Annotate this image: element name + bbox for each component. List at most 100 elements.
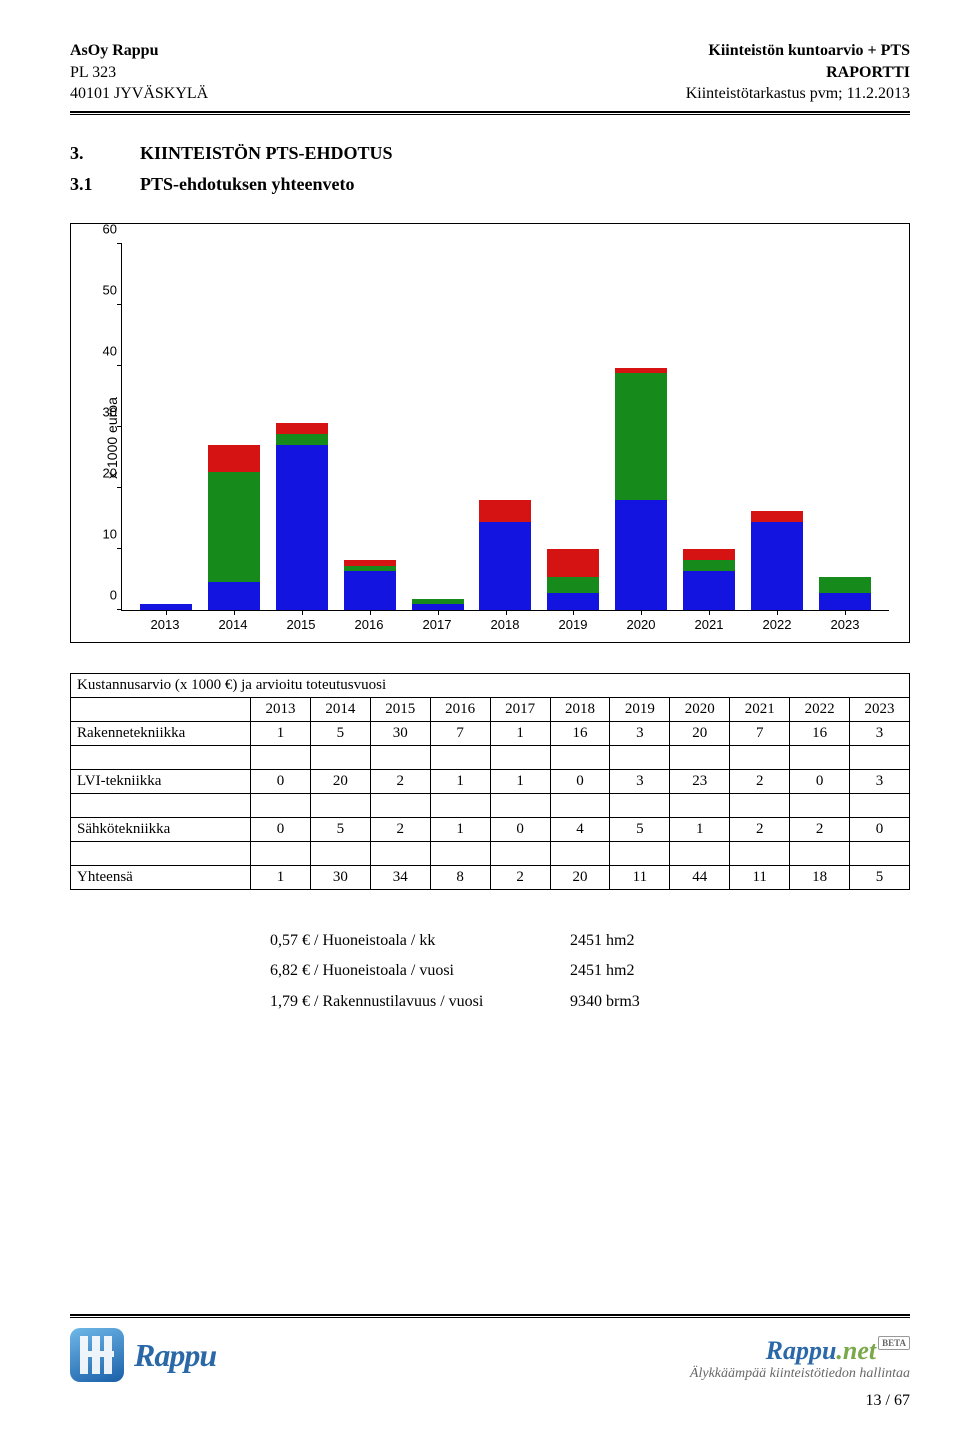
table-cell: 20 <box>550 865 610 889</box>
chart-bar-segment <box>683 549 735 560</box>
chart-ytick: 60 <box>87 221 117 236</box>
table-cell: 2 <box>790 817 850 841</box>
footer-tagline: Älykkäämpää kiinteistötiedon hallintaa <box>690 1366 910 1382</box>
logo-left: Rappu <box>70 1328 216 1382</box>
chart-y-axis: x 1000 euroa <box>81 244 121 632</box>
table-cell: 30 <box>310 865 370 889</box>
chart-bar <box>344 560 396 610</box>
summary-row: 0,57 € / Huoneistoala / kk2451 hm2 <box>270 926 910 956</box>
chart-bar <box>412 599 464 610</box>
table-cell: 1 <box>430 769 490 793</box>
section-title-text: KIINTEISTÖN PTS-EHDOTUS <box>140 143 393 164</box>
table-cell: 5 <box>610 817 670 841</box>
table-cell: 3 <box>850 769 910 793</box>
chart-bar-segment <box>479 500 531 522</box>
table-cell: 1 <box>251 721 311 745</box>
table-cell: 16 <box>550 721 610 745</box>
section-heading: 3. KIINTEISTÖN PTS-EHDOTUS <box>70 143 910 164</box>
table-row-label: Rakennetekniikka <box>71 721 251 745</box>
table-cell: 5 <box>310 817 370 841</box>
table-cell: 2 <box>490 865 550 889</box>
chart-bar <box>276 423 328 610</box>
table-cell: 0 <box>850 817 910 841</box>
chart-bar-segment <box>208 582 260 610</box>
table-cell: 0 <box>790 769 850 793</box>
table-cell: 0 <box>490 817 550 841</box>
chart-bar-segment <box>344 571 396 610</box>
chart-bar <box>683 549 735 610</box>
chart-xtick-label: 2023 <box>819 617 871 632</box>
chart-bar-segment <box>547 549 599 577</box>
chart-bar-segment <box>208 472 260 582</box>
header-right-2: RAPORTTI <box>686 62 910 84</box>
chart-bar <box>479 500 531 610</box>
table-cell: 0 <box>550 769 610 793</box>
table-header-blank <box>71 697 251 721</box>
table-cell: 44 <box>670 865 730 889</box>
table-cell: 2 <box>370 817 430 841</box>
table-column-header: 2015 <box>370 697 430 721</box>
chart-bar-segment <box>683 560 735 571</box>
table-cell: 16 <box>790 721 850 745</box>
chart-xtick-label: 2014 <box>207 617 259 632</box>
table-row-label: LVI-tekniikka <box>71 769 251 793</box>
table-cell: 34 <box>370 865 430 889</box>
table-cell: 2 <box>730 817 790 841</box>
table-row: LVI-tekniikka0202110323203 <box>71 769 910 793</box>
chart-bar-segment <box>819 593 871 610</box>
summary-value: 9340 brm3 <box>570 987 640 1017</box>
table-cell: 20 <box>670 721 730 745</box>
chart-bar-segment <box>751 511 803 522</box>
table-cell: 20 <box>310 769 370 793</box>
summary-row: 1,79 € / Rakennustilavuus / vuosi9340 br… <box>270 987 910 1017</box>
chart-xtick-label: 2021 <box>683 617 735 632</box>
chart-bar <box>547 549 599 610</box>
chart-xtick-label: 2016 <box>343 617 395 632</box>
beta-badge: BETA <box>878 1336 910 1350</box>
chart-xtick-label: 2018 <box>479 617 531 632</box>
chart-bar <box>819 577 871 610</box>
table-cell: 5 <box>310 721 370 745</box>
cost-table: Kustannusarvio (x 1000 €) ja arvioitu to… <box>70 673 910 890</box>
table-row: Sähkötekniikka05210451220 <box>71 817 910 841</box>
header-right-3: Kiinteistötarkastus pvm; 11.2.2013 <box>686 83 910 105</box>
summary-row: 6,82 € / Huoneistoala / vuosi2451 hm2 <box>270 956 910 986</box>
table-cell: 5 <box>850 865 910 889</box>
summary-label: 1,79 € / Rakennustilavuus / vuosi <box>270 987 570 1017</box>
summary-block: 0,57 € / Huoneistoala / kk2451 hm26,82 €… <box>270 926 910 1017</box>
table-row: Yhteensä130348220114411185 <box>71 865 910 889</box>
table-cell: 11 <box>730 865 790 889</box>
table-row-label: Yhteensä <box>71 865 251 889</box>
chart-bar-segment <box>208 445 260 473</box>
table-cell: 1 <box>430 817 490 841</box>
subsection-number: 3.1 <box>70 174 110 195</box>
table-cell: 1 <box>490 721 550 745</box>
table-column-header: 2019 <box>610 697 670 721</box>
chart-bar-segment <box>683 571 735 610</box>
chart-xtick-label: 2022 <box>751 617 803 632</box>
table-row-label: Sähkötekniikka <box>71 817 251 841</box>
table-cell: 11 <box>610 865 670 889</box>
table-cell: 7 <box>430 721 490 745</box>
chart-bar-segment <box>276 445 328 610</box>
chart-ytick: 20 <box>87 465 117 480</box>
table-cell: 1 <box>670 817 730 841</box>
chart-ytick: 10 <box>87 526 117 541</box>
table-spacer-row <box>71 841 910 865</box>
table-cell: 4 <box>550 817 610 841</box>
chart-bar <box>751 511 803 610</box>
chart-bar-segment <box>615 373 667 500</box>
summary-label: 0,57 € / Huoneistoala / kk <box>270 926 570 956</box>
table-cell: 3 <box>610 769 670 793</box>
table-cell: 2 <box>370 769 430 793</box>
header-left-2: PL 323 <box>70 62 208 84</box>
chart-xtick-label: 2015 <box>275 617 327 632</box>
rappu-net-logo: Rappu.netBETA <box>690 1336 910 1366</box>
table-column-header: 2016 <box>430 697 490 721</box>
table-column-header: 2014 <box>310 697 370 721</box>
table-cell: 3 <box>850 721 910 745</box>
chart-bar-segment <box>276 423 328 434</box>
table-cell: 0 <box>251 817 311 841</box>
logo-right: Rappu.netBETA Älykkäämpää kiinteistötied… <box>690 1336 910 1382</box>
chart-xtick-label: 2017 <box>411 617 463 632</box>
